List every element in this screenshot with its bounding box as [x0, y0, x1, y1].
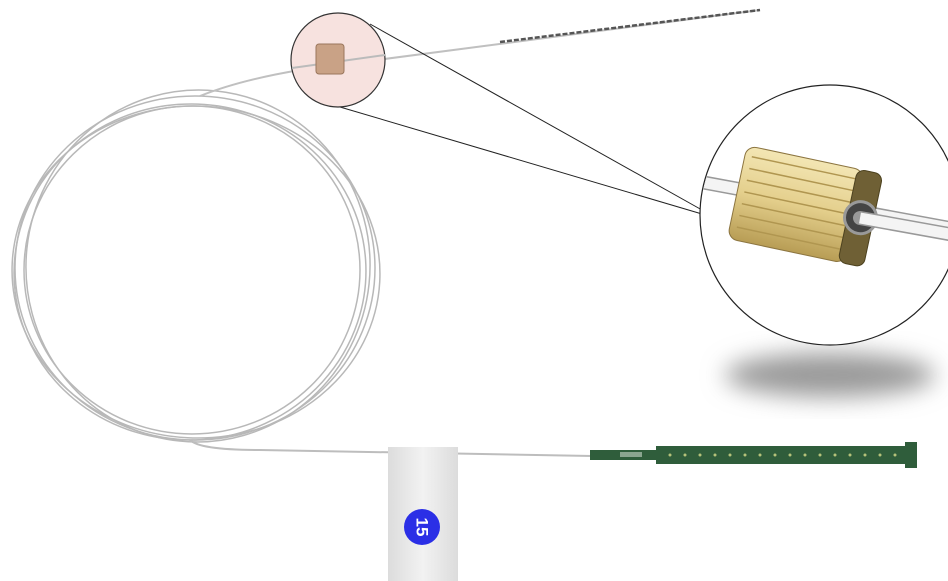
illustration: 15	[0, 0, 948, 581]
zoom-line	[340, 107, 702, 214]
wire	[200, 10, 760, 96]
nut-small	[316, 44, 344, 74]
tag-number: 15	[413, 518, 432, 537]
page: 15 (() => { const data = JSON.parse(docu…	[0, 0, 948, 581]
zoom-line	[370, 24, 702, 210]
coiled-wire	[3, 73, 389, 459]
connector	[590, 442, 917, 468]
shadow	[725, 353, 935, 397]
